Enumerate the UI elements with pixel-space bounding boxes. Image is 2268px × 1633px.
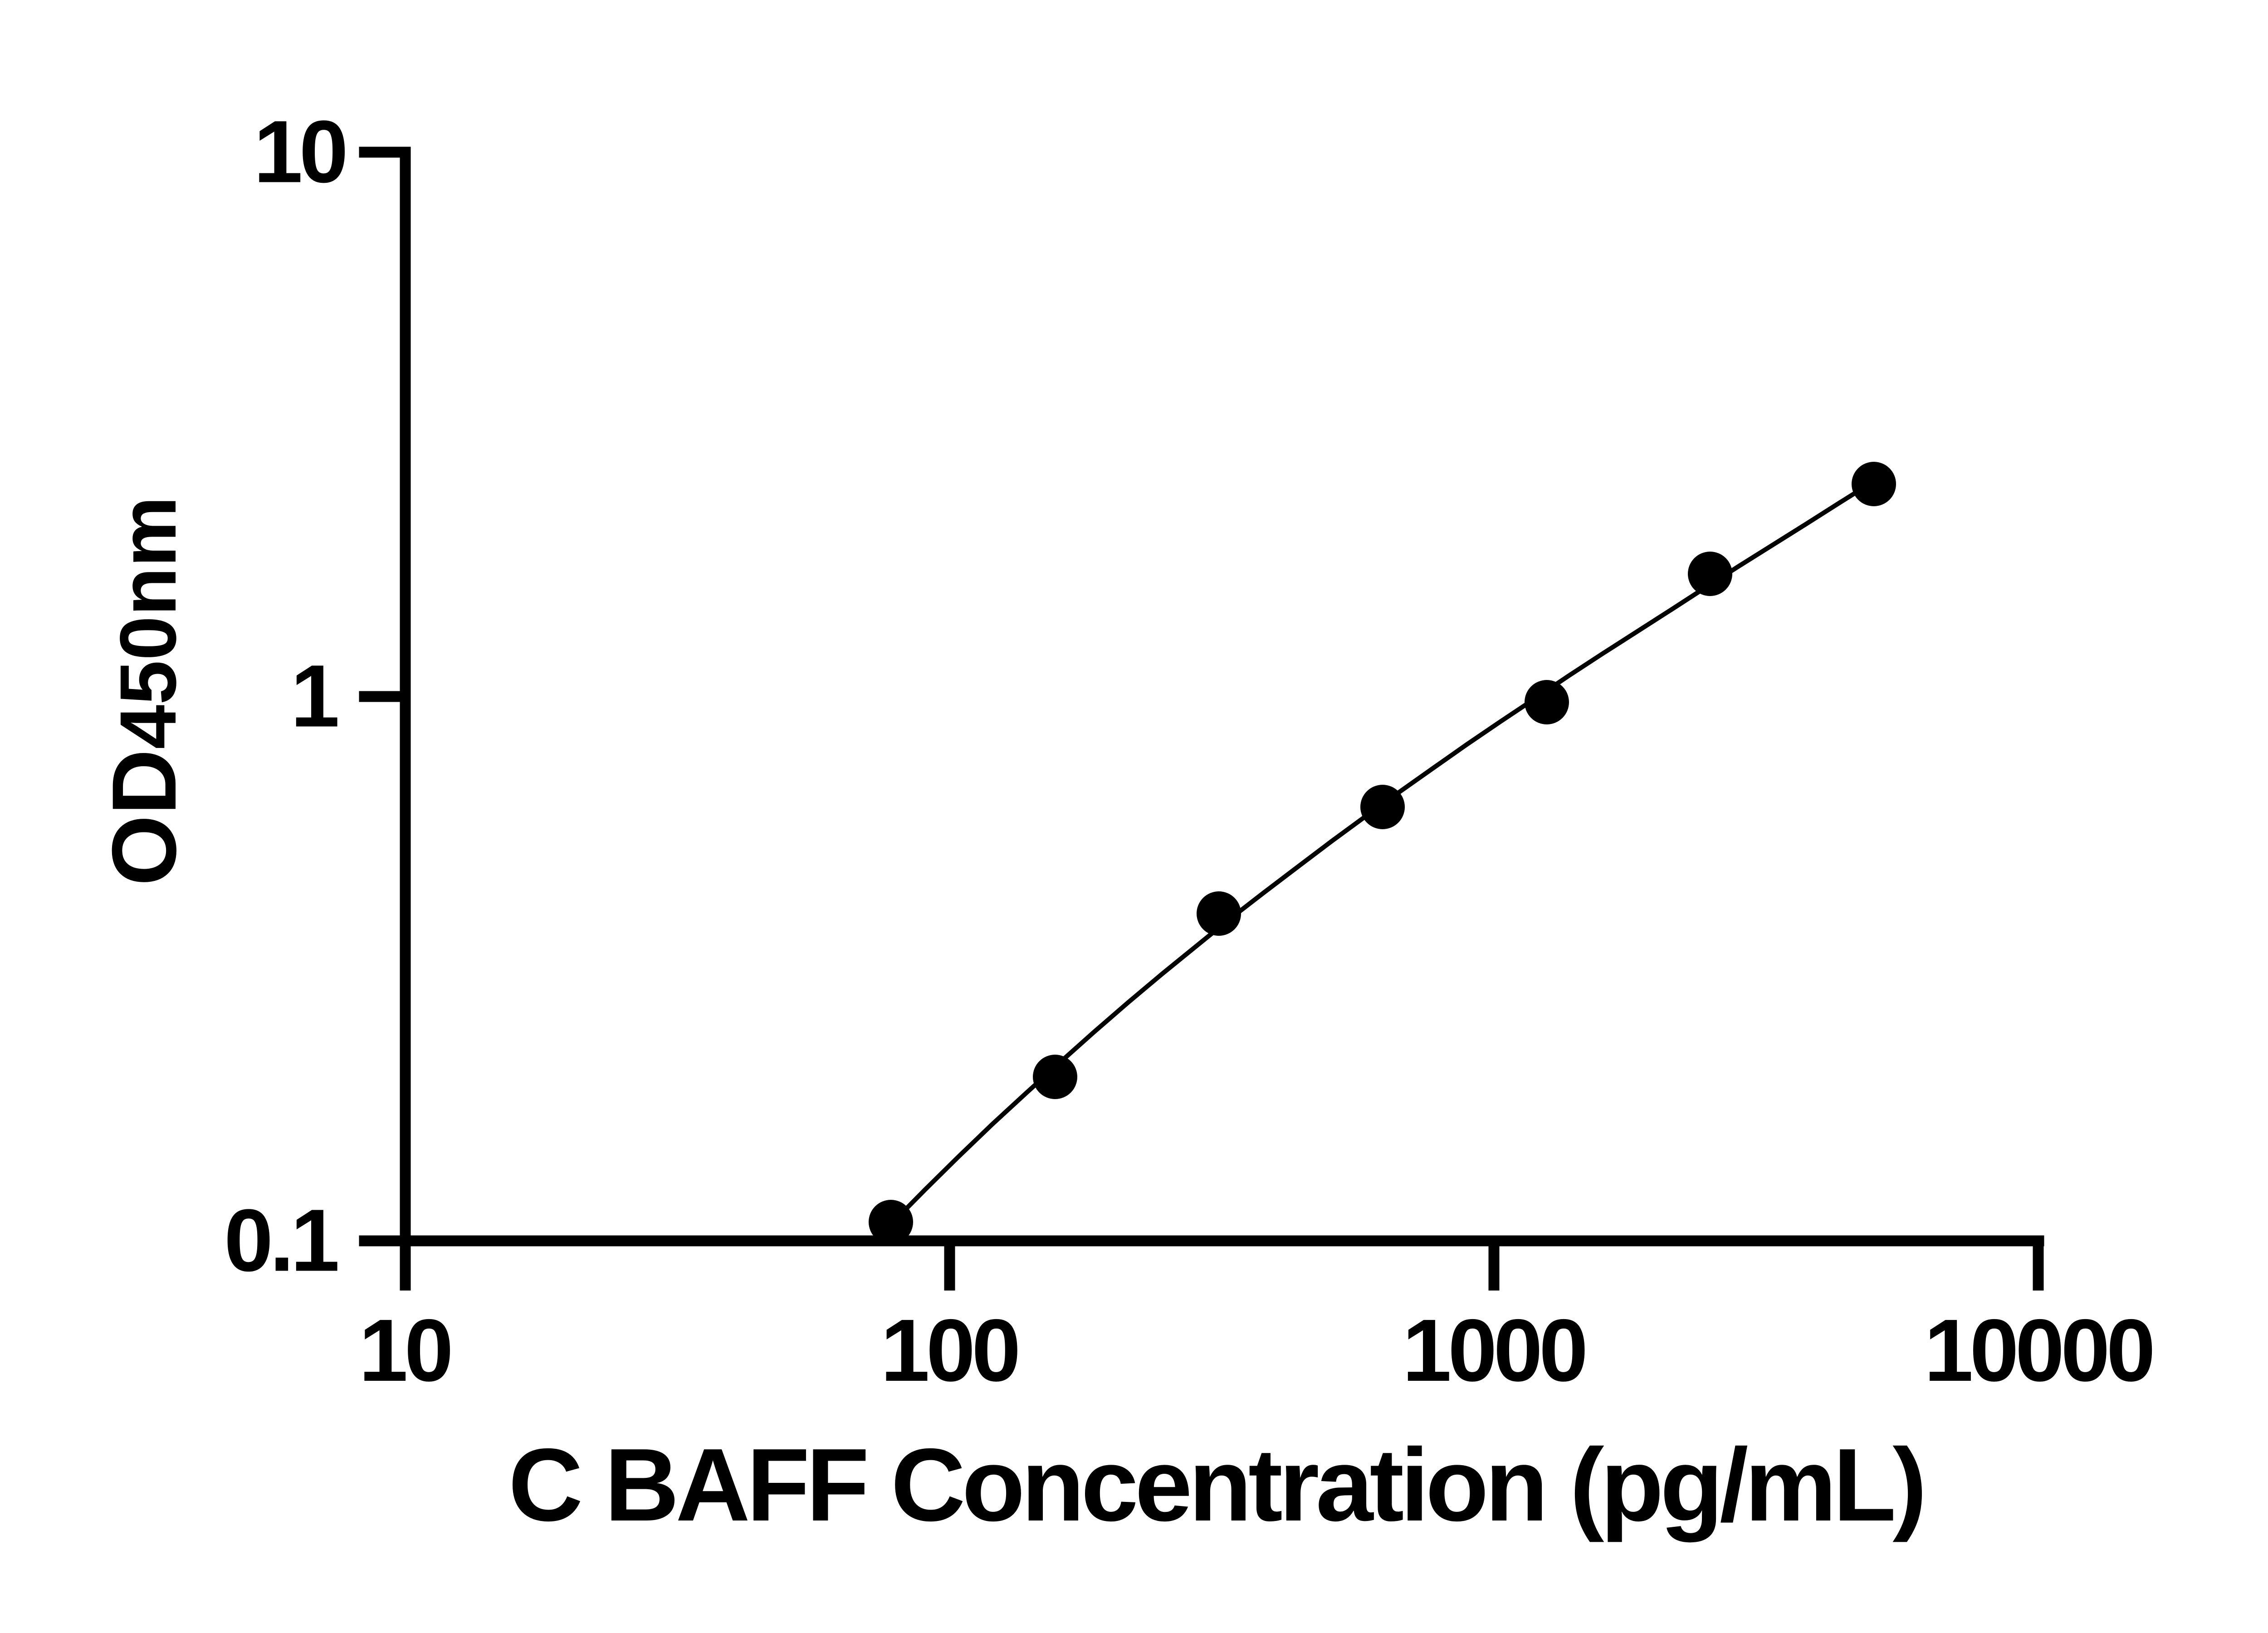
svg-text:OD450nm: OD450nm (93, 496, 195, 886)
svg-text:1: 1 (291, 647, 338, 746)
svg-text:C BAFF Concentration (pg/mL): C BAFF Concentration (pg/mL) (508, 1428, 1924, 1543)
svg-text:1000: 1000 (1403, 1301, 1585, 1400)
svg-text:0.1: 0.1 (224, 1191, 338, 1290)
svg-text:100: 100 (880, 1301, 1017, 1400)
svg-text:10: 10 (359, 1301, 450, 1400)
svg-text:10000: 10000 (1924, 1301, 2152, 1400)
svg-text:10: 10 (254, 103, 345, 201)
